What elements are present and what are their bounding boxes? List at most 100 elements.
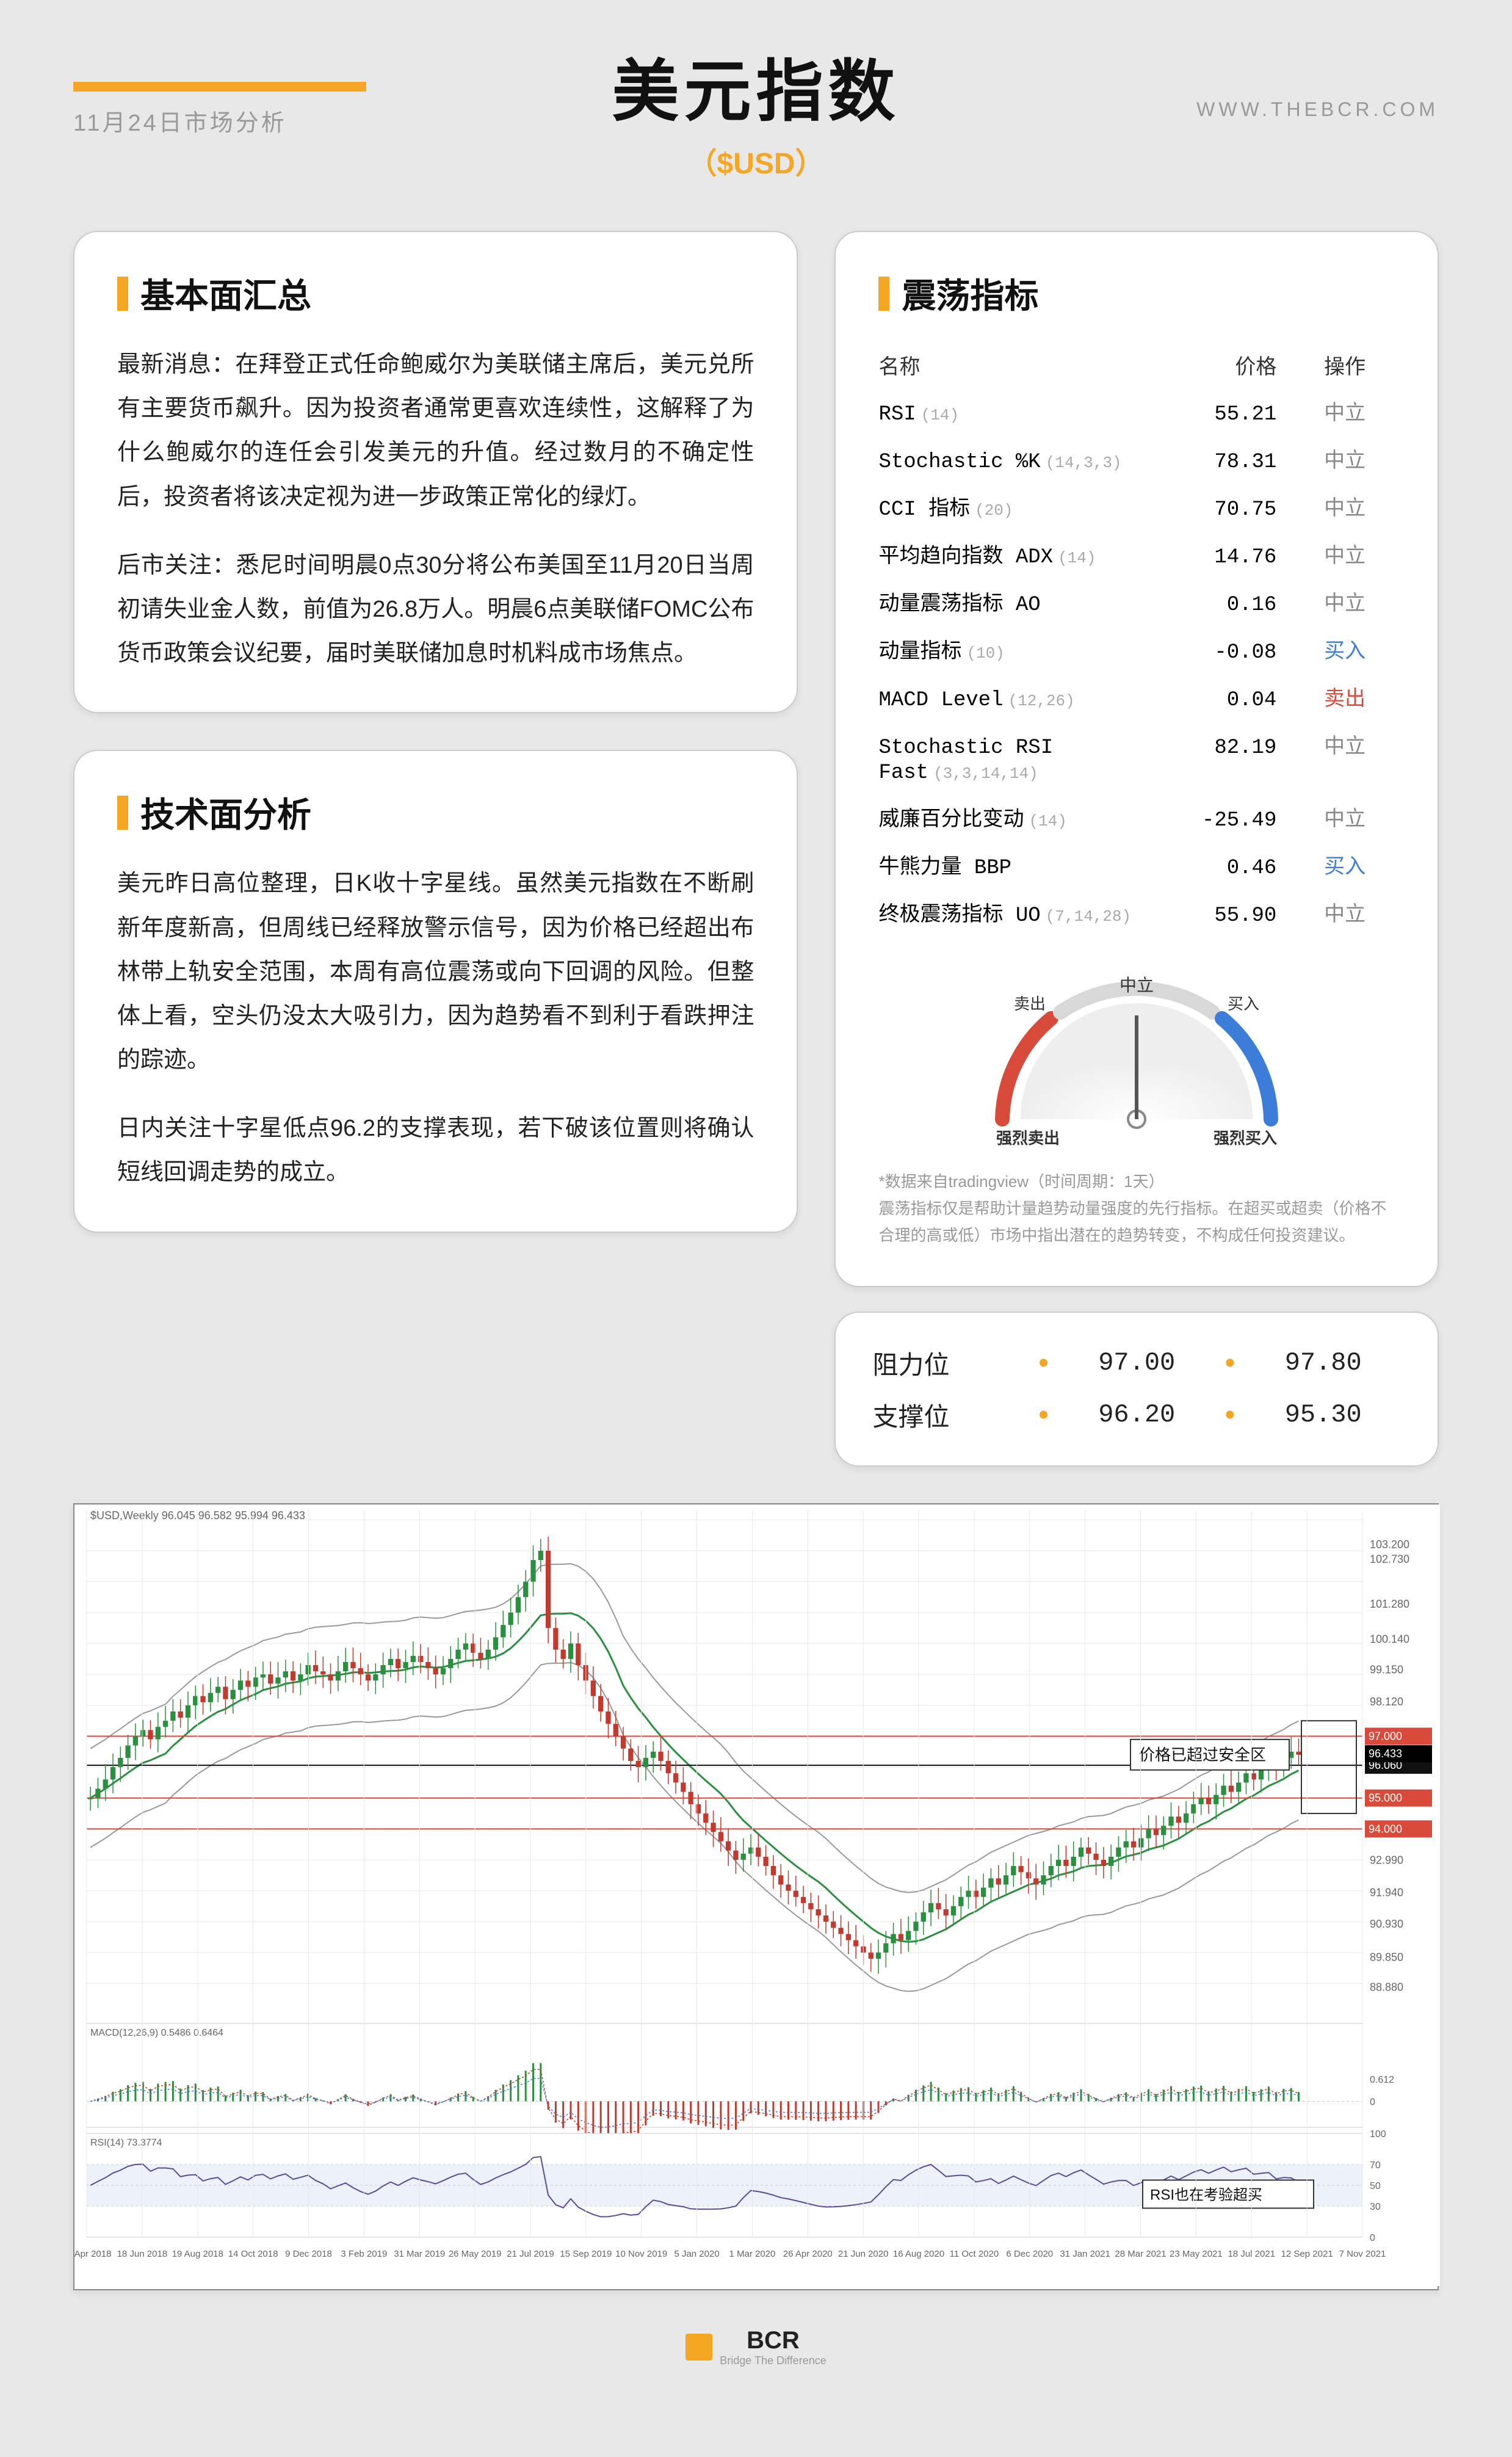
svg-text:强烈买入: 强烈买入	[1214, 1129, 1277, 1147]
svg-text:MACD(12,26,9) 0.5486 0.6464: MACD(12,26,9) 0.5486 0.6464	[90, 2028, 223, 2038]
svg-text:16 Aug 2020: 16 Aug 2020	[893, 2249, 944, 2259]
indicator-row: MACD Level(12,26)0.04卖出	[878, 673, 1395, 720]
s2: 95.30	[1245, 1400, 1401, 1429]
svg-text:98.120: 98.120	[1370, 1695, 1403, 1707]
oscillator-note1: *数据来自tradingview（时间周期：1天）	[878, 1168, 1395, 1195]
svg-text:10 Nov 2019: 10 Nov 2019	[615, 2249, 667, 2259]
svg-text:0: 0	[1370, 2097, 1375, 2107]
svg-text:21 Jul 2019: 21 Jul 2019	[507, 2249, 554, 2259]
svg-text:88.880: 88.880	[1370, 1981, 1403, 1993]
svg-text:29 Apr 2018: 29 Apr 2018	[74, 2249, 111, 2259]
support-label: 支撑位	[872, 1396, 1028, 1434]
indicator-row: 平均趋向指数 ADX(14)14.76中立	[878, 530, 1395, 578]
logo-icon	[685, 2334, 712, 2361]
svg-text:70: 70	[1370, 2160, 1381, 2171]
indicator-row: CCI 指标(20)70.75中立	[878, 482, 1395, 530]
svg-text:6 Dec 2020: 6 Dec 2020	[1006, 2249, 1053, 2259]
indicator-row: RSI(14)55.21中立	[878, 387, 1395, 435]
svg-text:102.730: 102.730	[1370, 1553, 1409, 1565]
svg-text:95.000: 95.000	[1369, 1791, 1402, 1804]
page-title: 美元指数	[529, 37, 984, 134]
brand-tag: Bridge The Difference	[720, 2354, 826, 2367]
svg-text:23 May 2021: 23 May 2021	[1170, 2249, 1223, 2259]
svg-text:RSI也在考验超买: RSI也在考验超买	[1150, 2187, 1262, 2203]
oscillator-card: 震荡指标 名称 价格 操作 RSI(14)55.21中立Stochastic %…	[834, 231, 1439, 1287]
brand-label: BCR	[747, 2327, 800, 2354]
svg-text:19 Aug 2018: 19 Aug 2018	[172, 2249, 223, 2259]
svg-text:5 Jan 2020: 5 Jan 2020	[674, 2249, 719, 2259]
fundamental-p1: 最新消息：在拜登正式任命鲍威尔为美联储主席后，美元兑所有主要货币飙升。因为投资者…	[117, 343, 754, 519]
dot-icon: •	[1028, 1346, 1059, 1380]
fundamental-card: 基本面汇总 最新消息：在拜登正式任命鲍威尔为美联储主席后，美元兑所有主要货币飙升…	[73, 231, 798, 713]
svg-text:99.150: 99.150	[1370, 1663, 1403, 1675]
svg-text:91.940: 91.940	[1370, 1886, 1403, 1898]
col-price: 价格	[1178, 350, 1295, 380]
svg-text:103.200: 103.200	[1370, 1538, 1409, 1550]
svg-text:强烈卖出: 强烈卖出	[996, 1129, 1060, 1147]
section-bar-icon	[117, 796, 128, 830]
section-bar-icon	[878, 277, 889, 311]
header: 11月24日市场分析 美元指数 （$USD） WWW.THEBCR.COM	[73, 37, 1439, 182]
svg-text:31 Jan 2021: 31 Jan 2021	[1060, 2249, 1110, 2259]
svg-text:12 Sep 2021: 12 Sep 2021	[1281, 2249, 1333, 2259]
indicator-row: 动量指标(10)-0.08买入	[878, 625, 1395, 673]
technical-title: 技术面分析	[140, 788, 311, 837]
dot-icon: •	[1215, 1398, 1246, 1432]
svg-text:26 May 2019: 26 May 2019	[449, 2249, 502, 2259]
technical-p1: 美元昨日高位整理，日K收十字星线。虽然美元指数在不断刷新年度新高，但周线已经释放…	[117, 862, 754, 1082]
svg-text:7 Nov 2021: 7 Nov 2021	[1339, 2249, 1386, 2259]
svg-text:价格已超过安全区: 价格已超过安全区	[1139, 1745, 1266, 1763]
symbol-label: （$USD）	[529, 139, 984, 182]
technical-card: 技术面分析 美元昨日高位整理，日K收十字星线。虽然美元指数在不断刷新年度新高，但…	[73, 750, 798, 1232]
col-name: 名称	[878, 350, 1178, 380]
r2: 97.80	[1245, 1348, 1401, 1377]
svg-text:94.000: 94.000	[1369, 1823, 1402, 1835]
indicator-row: 牛熊力量 BBP0.46买入	[878, 841, 1395, 888]
date-text: 11月24日市场分析	[73, 104, 529, 137]
indicator-row: 终极震荡指标 UO(7,14,28)55.90中立	[878, 888, 1395, 936]
website-label: WWW.THEBCR.COM	[983, 98, 1439, 121]
footer: BCR Bridge The Difference	[73, 2327, 1439, 2367]
svg-text:50: 50	[1370, 2181, 1381, 2191]
svg-text:卖出: 卖出	[1014, 995, 1046, 1013]
header-divider	[73, 82, 366, 92]
svg-text:101.280: 101.280	[1370, 1597, 1409, 1610]
svg-text:买入: 买入	[1228, 995, 1259, 1013]
svg-text:97.000: 97.000	[1369, 1730, 1402, 1742]
col-action: 操作	[1295, 350, 1395, 380]
gauge-neutral-label: 中立	[1120, 976, 1154, 995]
dot-icon: •	[1215, 1346, 1246, 1380]
levels-card: 阻力位 • 97.00 • 97.80 支撑位 • 96.20 • 95.30	[834, 1312, 1439, 1467]
svg-text:89.850: 89.850	[1370, 1951, 1403, 1963]
svg-text:RSI(14) 73.3774: RSI(14) 73.3774	[90, 2138, 162, 2148]
svg-text:26 Apr 2020: 26 Apr 2020	[783, 2249, 833, 2259]
s1: 96.20	[1059, 1400, 1215, 1429]
svg-text:18 Jul 2021: 18 Jul 2021	[1228, 2249, 1275, 2259]
svg-text:0: 0	[1370, 2233, 1375, 2243]
fundamental-p2: 后市关注：悉尼时间明晨0点30分将公布美国至11月20日当周初请失业金人数，前值…	[117, 543, 754, 676]
gauge: 中立 卖出 买入 强烈卖出 强烈买入	[878, 960, 1395, 1156]
r1: 97.00	[1059, 1348, 1215, 1377]
svg-text:21 Jun 2020: 21 Jun 2020	[838, 2249, 889, 2259]
svg-text:30: 30	[1370, 2202, 1381, 2212]
dot-icon: •	[1028, 1398, 1059, 1432]
indicator-row: 动量震荡指标 AO0.16中立	[878, 578, 1395, 625]
technical-p2: 日内关注十字星低点96.2的支撑表现，若下破该位置则将确认短线回调走势的成立。	[117, 1106, 754, 1194]
resistance-label: 阻力位	[872, 1345, 1028, 1382]
svg-text:100: 100	[1370, 2129, 1386, 2139]
svg-text:96.433: 96.433	[1369, 1747, 1402, 1760]
svg-text:1 Mar 2020: 1 Mar 2020	[729, 2249, 775, 2259]
fundamental-title: 基本面汇总	[140, 269, 311, 318]
indicator-row: Stochastic %K(14,3,3)78.31中立	[878, 435, 1395, 482]
svg-text:0.612: 0.612	[1370, 2074, 1394, 2085]
indicator-table: 名称 价格 操作 RSI(14)55.21中立Stochastic %K(14,…	[878, 343, 1395, 936]
section-bar-icon	[117, 277, 128, 311]
svg-text:3 Feb 2019: 3 Feb 2019	[341, 2249, 387, 2259]
svg-text:100.140: 100.140	[1370, 1633, 1409, 1645]
svg-text:9 Dec 2018: 9 Dec 2018	[285, 2249, 332, 2259]
svg-text:31 Mar 2019: 31 Mar 2019	[394, 2249, 445, 2259]
svg-text:15 Sep 2019: 15 Sep 2019	[560, 2249, 612, 2259]
svg-text:14 Oct 2018: 14 Oct 2018	[228, 2249, 278, 2259]
svg-text:90.930: 90.930	[1370, 1917, 1403, 1929]
price-chart: 103.200 102.730 101.280 100.140 99.150 98.120…	[73, 1503, 1439, 2290]
